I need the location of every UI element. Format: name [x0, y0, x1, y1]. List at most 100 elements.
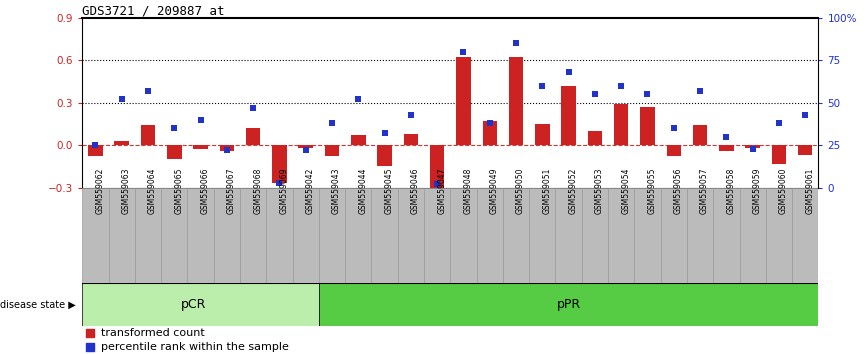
FancyBboxPatch shape — [503, 188, 529, 283]
Text: GSM559053: GSM559053 — [595, 167, 604, 214]
Point — [614, 83, 628, 88]
FancyBboxPatch shape — [293, 188, 319, 283]
Point — [562, 69, 576, 75]
Point — [720, 134, 734, 139]
FancyBboxPatch shape — [582, 188, 608, 283]
FancyBboxPatch shape — [267, 188, 293, 283]
Bar — [456, 57, 471, 145]
Bar — [482, 121, 497, 145]
Point — [798, 112, 812, 118]
Point — [115, 96, 129, 102]
Text: GSM559050: GSM559050 — [516, 167, 525, 214]
Text: GSM559066: GSM559066 — [201, 167, 210, 214]
Bar — [535, 124, 550, 145]
Point — [83, 330, 96, 336]
Point — [88, 142, 102, 148]
Point — [141, 88, 155, 93]
Point — [746, 146, 759, 152]
Text: GSM559065: GSM559065 — [174, 167, 184, 214]
Point — [509, 40, 523, 46]
Text: GSM559044: GSM559044 — [359, 167, 367, 214]
Text: GSM559067: GSM559067 — [227, 167, 236, 214]
Bar — [114, 141, 129, 145]
Point — [220, 147, 234, 153]
Text: GSM559061: GSM559061 — [805, 167, 814, 214]
Bar — [82, 283, 319, 326]
Point — [667, 125, 681, 131]
Point — [772, 120, 785, 126]
Bar — [798, 145, 812, 155]
FancyBboxPatch shape — [108, 188, 135, 283]
Bar — [693, 125, 708, 145]
Text: GSM559056: GSM559056 — [674, 167, 682, 214]
FancyBboxPatch shape — [529, 188, 555, 283]
Bar — [640, 107, 655, 145]
Text: percentile rank within the sample: percentile rank within the sample — [100, 342, 288, 352]
FancyBboxPatch shape — [687, 188, 714, 283]
Text: GSM559054: GSM559054 — [621, 167, 630, 214]
Text: GSM559062: GSM559062 — [95, 167, 105, 214]
Bar — [351, 135, 365, 145]
Bar — [220, 145, 234, 151]
Point — [456, 49, 470, 55]
Bar — [299, 145, 313, 148]
FancyBboxPatch shape — [214, 188, 240, 283]
Point — [378, 130, 391, 136]
Bar — [404, 134, 418, 145]
Point — [83, 344, 96, 350]
Text: GSM559051: GSM559051 — [542, 167, 552, 214]
FancyBboxPatch shape — [161, 188, 187, 283]
FancyBboxPatch shape — [319, 188, 346, 283]
FancyBboxPatch shape — [450, 188, 476, 283]
FancyBboxPatch shape — [661, 188, 687, 283]
Point — [430, 181, 444, 187]
Text: GSM559043: GSM559043 — [332, 167, 341, 214]
Point — [194, 117, 208, 122]
Text: GSM559058: GSM559058 — [727, 167, 735, 214]
Text: disease state ▶: disease state ▶ — [0, 299, 75, 309]
Text: GSM559059: GSM559059 — [753, 167, 761, 214]
FancyBboxPatch shape — [82, 188, 108, 283]
Text: GSM559064: GSM559064 — [148, 167, 157, 214]
FancyBboxPatch shape — [135, 188, 161, 283]
Text: GSM559057: GSM559057 — [700, 167, 709, 214]
Bar — [430, 145, 444, 190]
Bar — [141, 125, 155, 145]
Bar — [746, 145, 759, 148]
Bar — [719, 145, 734, 151]
Text: GSM559063: GSM559063 — [122, 167, 131, 214]
Point — [246, 105, 260, 110]
Text: transformed count: transformed count — [100, 328, 204, 338]
Bar — [667, 145, 681, 156]
Text: GSM559048: GSM559048 — [463, 167, 473, 214]
FancyBboxPatch shape — [372, 188, 397, 283]
FancyBboxPatch shape — [240, 188, 267, 283]
Text: GSM559046: GSM559046 — [410, 167, 420, 214]
Text: GDS3721 / 209887_at: GDS3721 / 209887_at — [82, 4, 225, 17]
FancyBboxPatch shape — [714, 188, 740, 283]
Text: GSM559049: GSM559049 — [490, 167, 499, 214]
FancyBboxPatch shape — [792, 188, 818, 283]
FancyBboxPatch shape — [346, 188, 372, 283]
Text: GSM559045: GSM559045 — [385, 167, 393, 214]
FancyBboxPatch shape — [740, 188, 766, 283]
FancyBboxPatch shape — [187, 188, 214, 283]
Bar — [378, 145, 391, 166]
Text: GSM559060: GSM559060 — [779, 167, 788, 214]
Text: GSM559069: GSM559069 — [280, 167, 288, 214]
Bar — [772, 145, 786, 164]
Bar — [272, 145, 287, 183]
Point — [167, 125, 181, 131]
FancyBboxPatch shape — [766, 188, 792, 283]
Bar — [193, 145, 208, 149]
Text: GSM559052: GSM559052 — [569, 167, 578, 214]
Bar — [167, 145, 182, 159]
Text: pCR: pCR — [181, 298, 207, 311]
FancyBboxPatch shape — [608, 188, 634, 283]
Point — [273, 180, 287, 185]
Point — [404, 112, 417, 118]
FancyBboxPatch shape — [634, 188, 661, 283]
Bar — [588, 131, 602, 145]
Bar — [319, 283, 818, 326]
Point — [693, 88, 707, 93]
